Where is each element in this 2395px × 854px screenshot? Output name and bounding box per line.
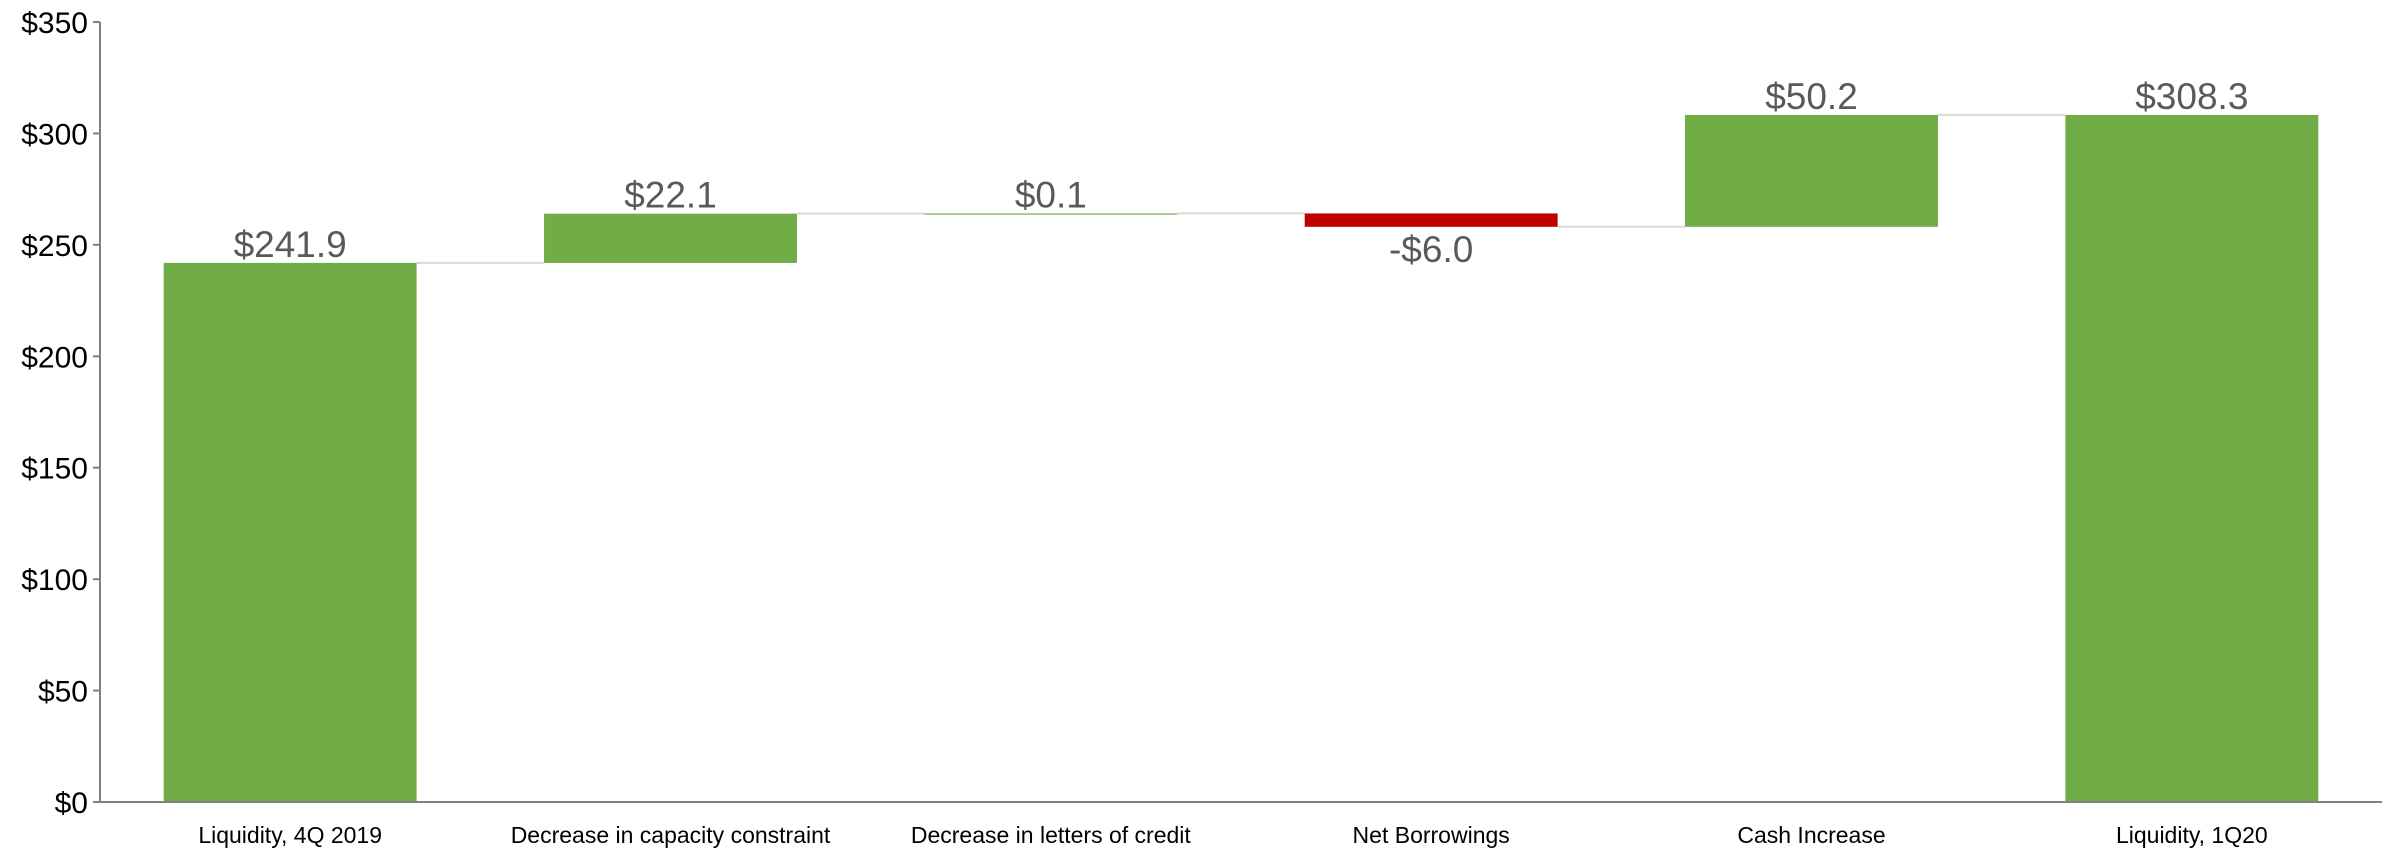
data-label-decrease-in-letters-of-credit: $0.1 — [1015, 174, 1087, 215]
category-label-liquidity-1q20: Liquidity, 1Q20 — [2116, 822, 2268, 848]
bar-liquidity-1q20 — [2065, 114, 2319, 803]
bar-decrease-in-capacity-constraint — [544, 213, 797, 263]
y-tick-label: $200 — [21, 341, 88, 374]
data-label-liquidity-1q20: $308.3 — [2135, 76, 2248, 117]
x-axis: Liquidity, 4Q 2019 Decrease in capacity c… — [100, 801, 2382, 848]
y-tick-label: $100 — [21, 564, 88, 597]
category-label-cash-increase: Cash Increase — [1737, 822, 1885, 848]
y-tick-label: $0 — [55, 787, 88, 820]
y-tick-label: $50 — [38, 676, 88, 709]
y-tick-label: $150 — [21, 453, 88, 486]
bar-net-borrowings — [1304, 213, 1558, 227]
bar-decrease-in-letters-of-credit — [924, 213, 1178, 215]
bar-cash-increase — [1685, 114, 1938, 227]
y-tick-label: $300 — [21, 118, 88, 151]
data-label-cash-increase: $50.2 — [1765, 76, 1858, 117]
data-labels-group: $241.9 $22.1 $0.1 -$6.0 $50.2 $308.3 — [234, 76, 2249, 270]
data-label-decrease-in-capacity-constraint: $22.1 — [624, 175, 717, 216]
bar-liquidity-4q-2019 — [163, 262, 417, 802]
y-tick-label: $250 — [21, 230, 88, 263]
category-label-liquidity-4q-2019: Liquidity, 4Q 2019 — [198, 822, 382, 848]
y-axis: $0 $50 $100 $150 $200 $250 $300 $350 — [21, 7, 101, 820]
bars-group — [163, 114, 2319, 803]
data-label-net-borrowings: -$6.0 — [1389, 229, 1473, 270]
y-tick-label: $350 — [21, 7, 88, 40]
category-label-net-borrowings: Net Borrowings — [1353, 822, 1510, 848]
connector-lines — [416, 113, 2066, 264]
category-label-decrease-in-capacity-constraint: Decrease in capacity constraint — [511, 822, 831, 848]
data-label-liquidity-4q-2019: $241.9 — [234, 224, 347, 265]
category-label-decrease-in-letters-of-credit: Decrease in letters of credit — [911, 822, 1192, 848]
